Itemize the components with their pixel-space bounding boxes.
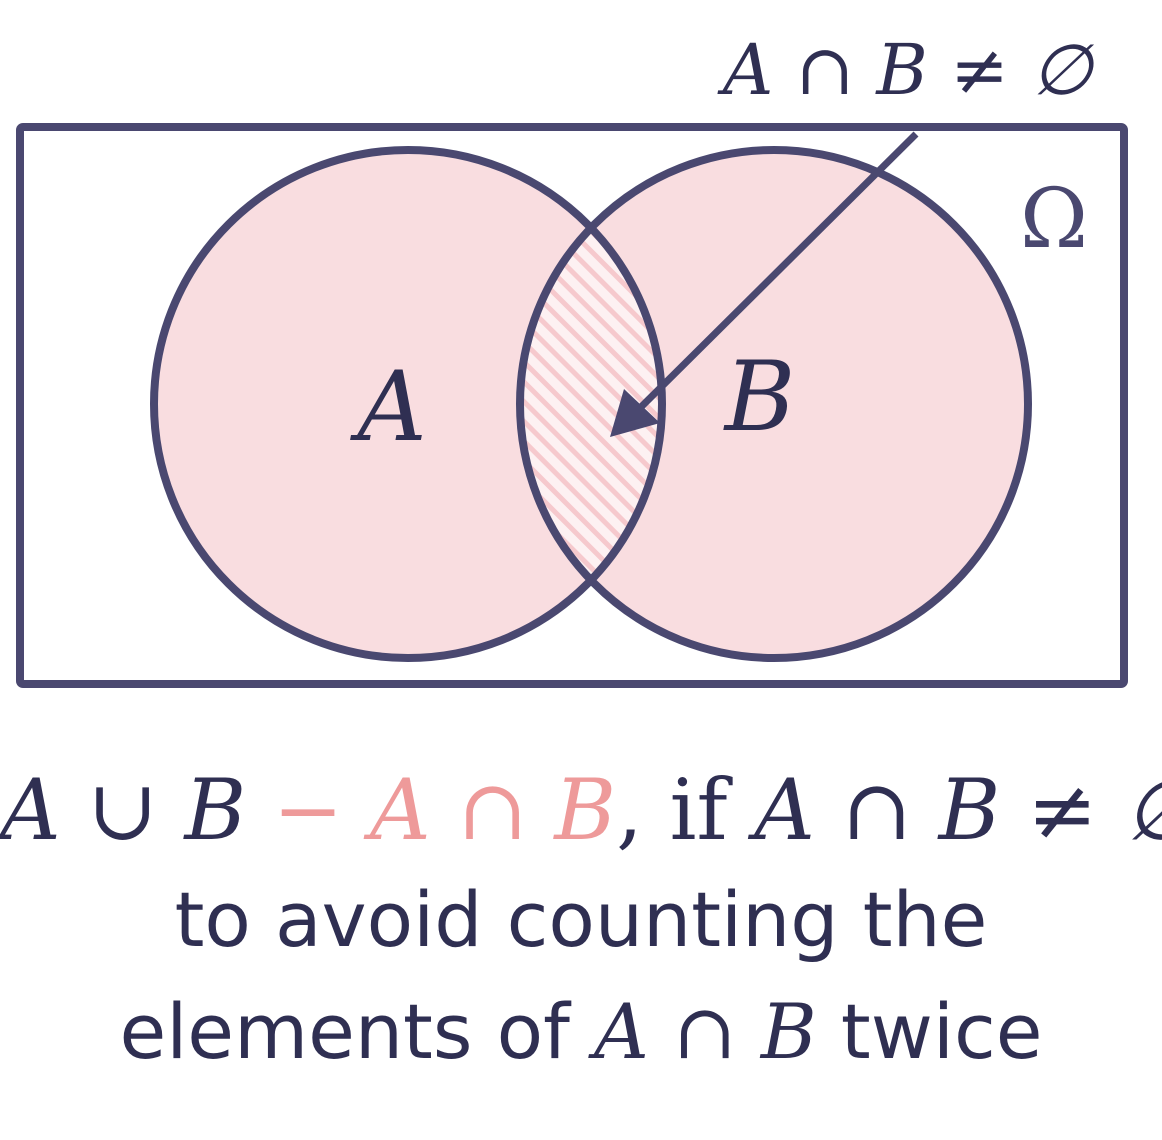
- caption-line-1: to avoid counting the: [174, 875, 988, 964]
- caption-line-2: elements of A ∩ B twice: [0, 982, 1162, 1082]
- union-expression: A ∪ B: [0, 761, 247, 859]
- caption-line-2-math: A ∩ B: [594, 987, 817, 1076]
- caption-line-2-prefix: elements of: [119, 987, 570, 1076]
- intersection-expression: A ∩ B: [369, 761, 617, 859]
- set-b-circle: [516, 146, 1032, 662]
- condition-connector: , if: [616, 761, 728, 859]
- minus-sign: −: [272, 761, 344, 859]
- intersection-arrow: [633, 131, 919, 415]
- arrow-head: [610, 389, 660, 437]
- inclusion-exclusion-formula: A ∪ B − A ∩ B, if A ∩ B ≠ ∅: [0, 760, 1162, 860]
- set-a-circle: [150, 146, 666, 662]
- universe-label: Ω: [1020, 172, 1088, 267]
- set-b-label: B: [723, 341, 796, 453]
- venn-diagram: A ∩ B ≠ ∅ Ω A B: [16, 29, 1128, 688]
- set-a-fill: [154, 150, 662, 658]
- caption-line-2-suffix: twice: [840, 987, 1043, 1076]
- intersection-nonempty-label: A ∩ B ≠ ∅: [717, 29, 1095, 111]
- set-a-label: A: [349, 351, 426, 463]
- set-b-fill: [520, 150, 1028, 658]
- condition-expression: A ∩ B ≠ ∅: [754, 761, 1162, 859]
